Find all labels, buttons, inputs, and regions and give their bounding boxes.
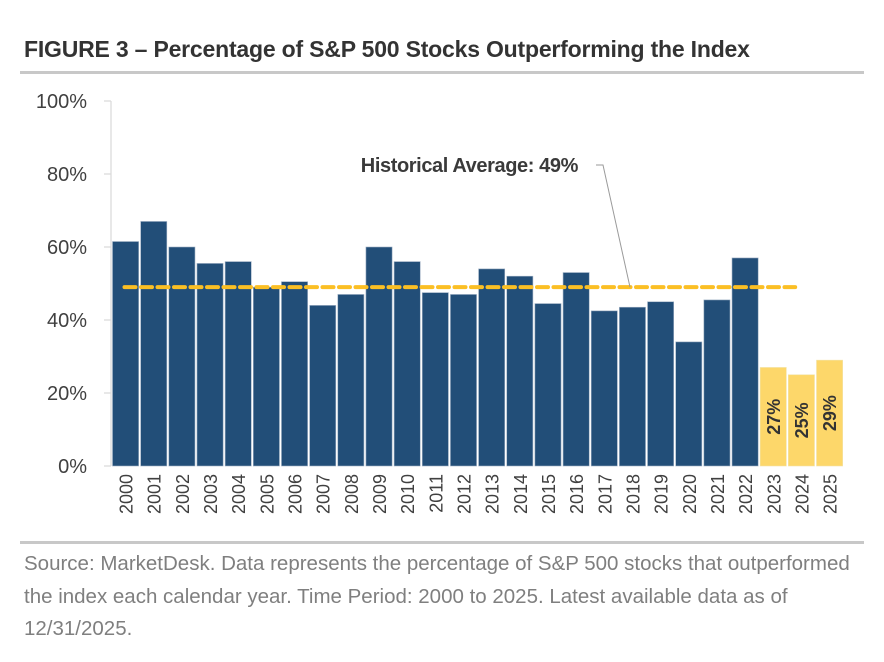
bar-2011 bbox=[421, 292, 449, 467]
average-reference: Historical Average: 49% bbox=[122, 155, 798, 290]
y-tick-label: 80% bbox=[47, 164, 87, 186]
x-tick-label: 2013 bbox=[483, 474, 503, 514]
annotation-leader-line bbox=[596, 164, 631, 288]
data-label-2024: 25% bbox=[792, 402, 812, 438]
y-tick-label: 0% bbox=[58, 456, 87, 478]
data-label-2025: 29% bbox=[820, 395, 840, 431]
y-axis: 0% 20% 40% 60% 80% 100% bbox=[36, 91, 112, 478]
x-axis-labels: 2000 2001 2002 2003 2004 2005 2006 2007 2008 2009… bbox=[117, 474, 841, 514]
bar-2009 bbox=[365, 246, 393, 467]
x-tick-label: 2015 bbox=[539, 474, 559, 514]
bar-2023 bbox=[759, 367, 787, 467]
x-tick-label: 2022 bbox=[736, 474, 756, 514]
data-label-2023: 27% bbox=[764, 399, 784, 435]
x-tick-label: 2007 bbox=[314, 474, 334, 514]
bar-2016 bbox=[562, 272, 590, 467]
bar-2006 bbox=[281, 281, 308, 467]
source-divider bbox=[20, 541, 864, 544]
x-tick-label: 2011 bbox=[426, 474, 446, 513]
average-annotation: Historical Average: 49% bbox=[361, 155, 579, 177]
bar-2003 bbox=[196, 263, 224, 467]
x-tick-label: 2009 bbox=[370, 474, 390, 514]
x-tick-label: 2014 bbox=[511, 474, 531, 514]
bar-2020 bbox=[675, 341, 703, 467]
bar-2024 bbox=[788, 374, 815, 467]
bar-2021 bbox=[703, 299, 731, 467]
y-tick-label: 40% bbox=[47, 310, 87, 332]
x-tick-label: 2023 bbox=[764, 474, 784, 514]
x-tick-label: 2004 bbox=[229, 474, 249, 514]
x-tick-label: 2016 bbox=[567, 474, 587, 514]
x-tick-label: 2003 bbox=[201, 474, 221, 514]
x-tick-label: 2008 bbox=[342, 474, 362, 514]
bar-2017 bbox=[590, 310, 618, 467]
bar-2000 bbox=[112, 241, 139, 467]
bar-2025 bbox=[816, 359, 843, 467]
bar-2008 bbox=[337, 294, 365, 467]
bar-2022 bbox=[731, 257, 759, 467]
bar-2002 bbox=[168, 246, 196, 467]
x-tick-label: 2005 bbox=[257, 474, 277, 514]
y-tick-label: 60% bbox=[47, 237, 87, 259]
bar-2005 bbox=[253, 286, 280, 467]
x-tick-label: 2025 bbox=[821, 474, 841, 514]
bar-2018 bbox=[619, 306, 646, 467]
bar-2007 bbox=[309, 305, 337, 467]
x-tick-label: 2006 bbox=[286, 474, 306, 514]
bar-chart: 0%20%40%60%80%100% 2000 2001 2002 2003 2004 2… bbox=[36, 91, 843, 514]
bars bbox=[112, 221, 843, 467]
bar-2013 bbox=[478, 268, 506, 467]
bar-2010 bbox=[393, 261, 421, 467]
x-tick-label: 2024 bbox=[792, 474, 812, 514]
y-tick-label: 100% bbox=[36, 91, 87, 113]
bar-2019 bbox=[647, 301, 674, 467]
x-tick-label: 2018 bbox=[623, 474, 643, 514]
bar-2001 bbox=[140, 221, 168, 467]
title-divider bbox=[20, 71, 864, 74]
x-tick-label: 2019 bbox=[652, 474, 672, 514]
x-tick-label: 2000 bbox=[117, 474, 137, 514]
x-tick-label: 2002 bbox=[173, 474, 193, 514]
x-tick-label: 2017 bbox=[595, 474, 615, 514]
x-tick-label: 2020 bbox=[680, 474, 700, 514]
figure-title: FIGURE 3 – Percentage of S&P 500 Stocks … bbox=[24, 36, 750, 62]
bar-2014 bbox=[506, 275, 534, 467]
y-tick-label: 20% bbox=[47, 383, 87, 405]
x-tick-label: 2012 bbox=[455, 474, 475, 514]
x-tick-label: 2010 bbox=[398, 474, 418, 514]
x-tick-label: 2021 bbox=[708, 474, 728, 514]
bar-2012 bbox=[450, 294, 477, 467]
bar-2015 bbox=[534, 303, 562, 467]
x-tick-label: 2001 bbox=[145, 474, 165, 514]
bar-2004 bbox=[224, 261, 252, 467]
data-labels: 27% 25% 29% bbox=[764, 395, 840, 438]
source-note: Source: MarketDesk. Data represents the … bbox=[24, 552, 850, 640]
